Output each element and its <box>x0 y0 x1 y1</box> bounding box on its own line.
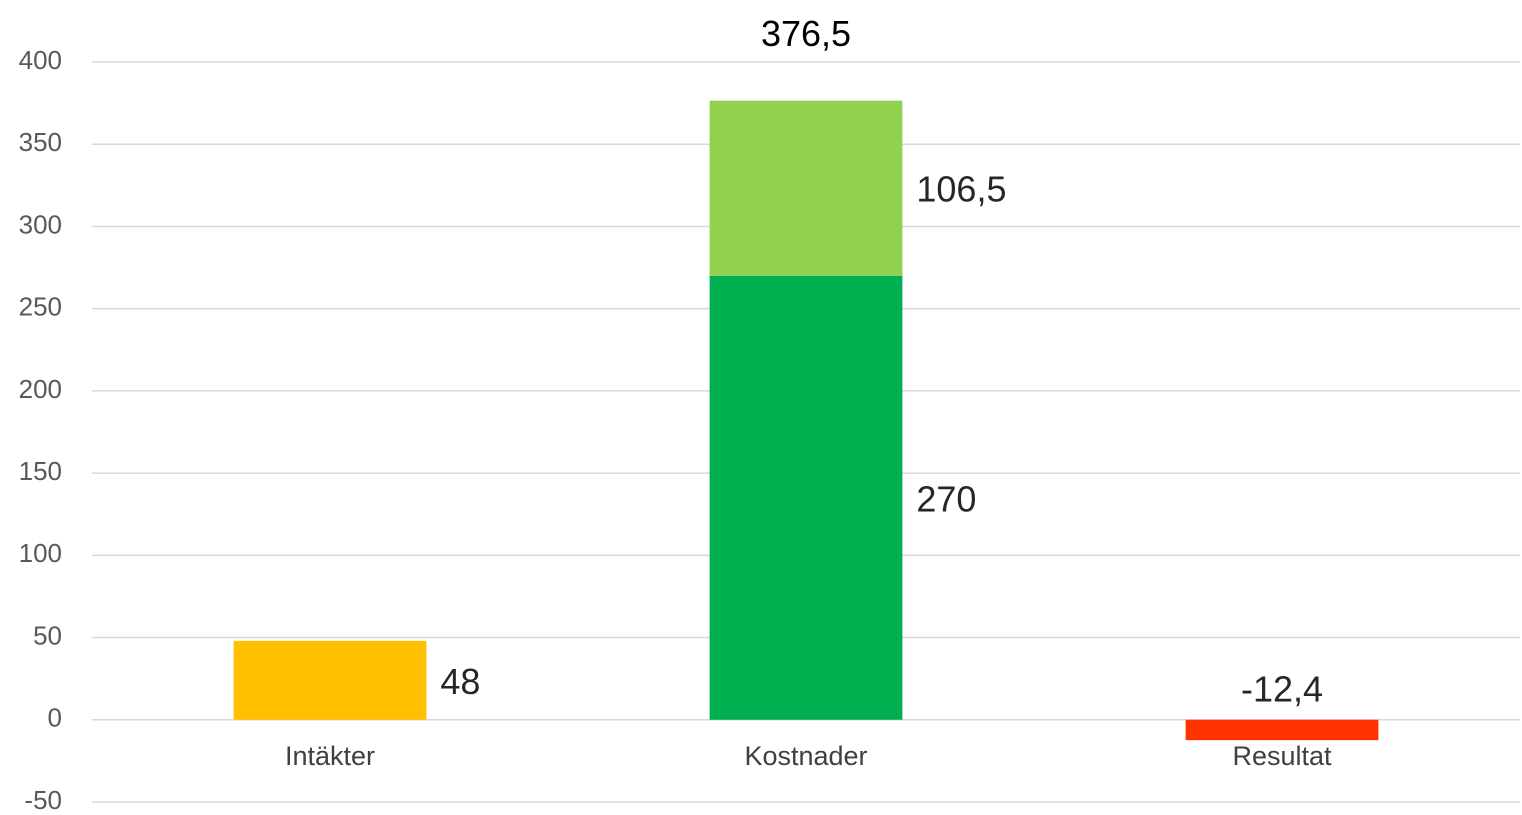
y-tick-label: 150 <box>19 456 62 486</box>
y-tick-label: 50 <box>33 620 62 650</box>
x-tick-label: Resultat <box>1232 741 1332 771</box>
data-label: -12,4 <box>1241 668 1323 709</box>
y-tick-label: 100 <box>19 538 62 568</box>
total-label: 376,5 <box>761 13 851 54</box>
y-tick-label: 400 <box>19 45 62 75</box>
data-label: 48 <box>440 661 480 702</box>
x-tick-label: Intäkter <box>285 741 375 771</box>
bar-segment <box>1185 719 1379 741</box>
y-tick-label: -50 <box>24 785 62 815</box>
y-tick-label: 300 <box>19 209 62 239</box>
bar-segment <box>709 100 903 276</box>
bar-segment <box>233 640 427 720</box>
y-tick-label: 200 <box>19 374 62 404</box>
data-label: 270 <box>916 478 976 519</box>
data-label: 106,5 <box>916 169 1006 210</box>
y-tick-label: 350 <box>19 127 62 157</box>
x-tick-label: Kostnader <box>744 741 867 771</box>
bar-segment <box>709 275 903 720</box>
y-tick-label: 250 <box>19 292 62 322</box>
y-tick-label: 0 <box>48 703 62 733</box>
